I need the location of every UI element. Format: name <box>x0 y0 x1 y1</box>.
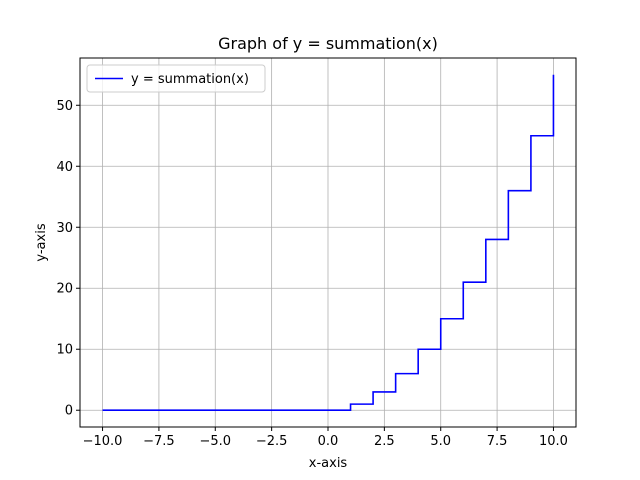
x-tick-label: 10.0 <box>539 434 568 449</box>
x-tick-label: 7.5 <box>487 434 508 449</box>
chart-title: Graph of y = summation(x) <box>218 34 438 53</box>
grid <box>80 58 576 427</box>
y-tick-label: 10 <box>56 343 73 358</box>
x-tick-label: −10.0 <box>83 434 123 449</box>
y-axis-label: y-axis <box>34 223 49 261</box>
y-tick-label: 20 <box>56 282 73 297</box>
x-tick-label: −2.5 <box>256 434 288 449</box>
series-layer <box>102 74 555 412</box>
legend-box <box>86 64 266 93</box>
series-line <box>102 74 555 412</box>
y-tick-label: 30 <box>56 221 73 236</box>
x-tick-label: 2.5 <box>374 434 395 449</box>
y-tick-label: 40 <box>56 160 73 175</box>
y-ticks: 0 10 20 30 40 50 <box>56 99 80 419</box>
x-axis-label: x-axis <box>309 456 348 471</box>
y-tick-label: 50 <box>56 99 73 114</box>
x-tick-label: 5.0 <box>430 434 451 449</box>
y-tick-label: 0 <box>65 404 73 419</box>
x-tick-label: −7.5 <box>143 434 175 449</box>
x-ticks: −10.0 −7.5 −5.0 −2.5 0.0 2.5 5.0 7.5 10.0 <box>83 427 568 449</box>
x-tick-label: −5.0 <box>199 434 231 449</box>
legend-label: y = summation(x) <box>131 72 249 87</box>
x-tick-label: 0.0 <box>318 434 339 449</box>
legend: y = summation(x) <box>86 64 266 93</box>
